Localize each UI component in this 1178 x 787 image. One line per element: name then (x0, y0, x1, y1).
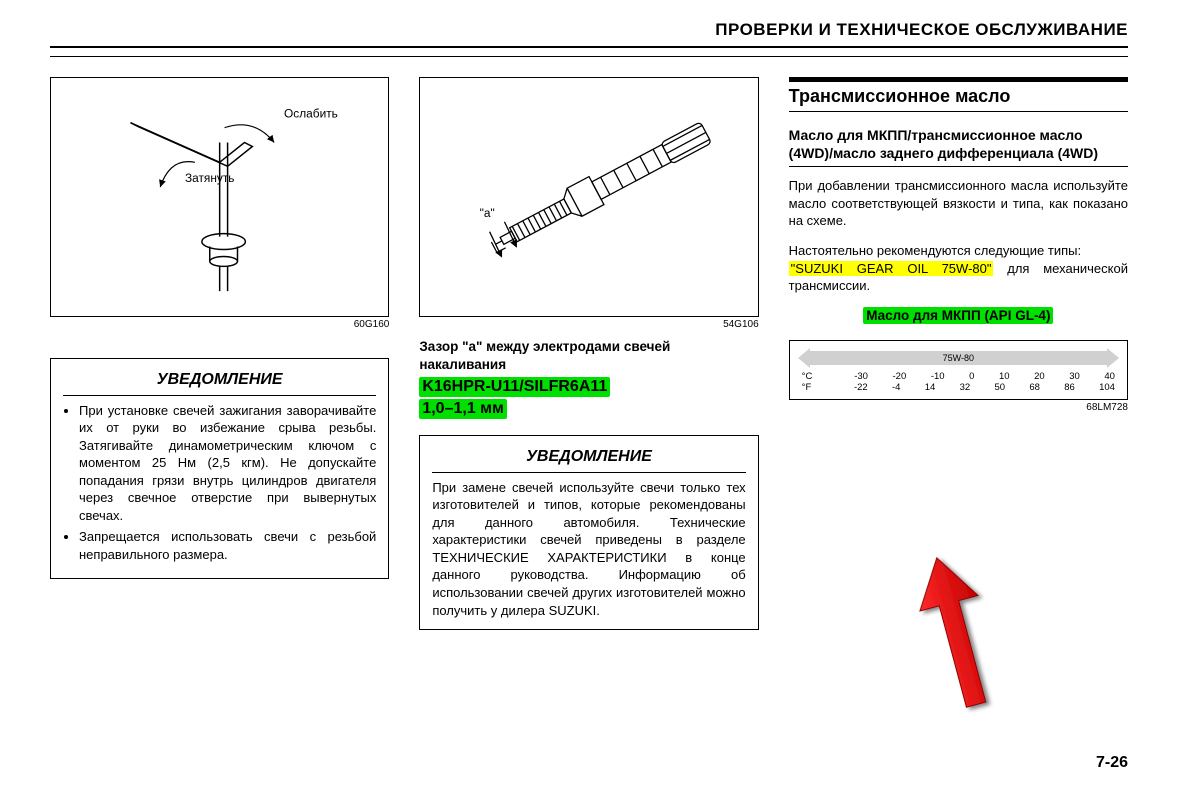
gap-description: Зазор "a" между электродами свечей накал… (419, 338, 758, 373)
temp-c: 20 (1034, 371, 1045, 382)
notice-body-2: При замене свечей используйте свечи толь… (432, 479, 745, 619)
temp-c: -30 (854, 371, 868, 382)
subheading-oil: Масло для МКПП/трансмиссионное масло (4W… (789, 126, 1128, 167)
temp-row-f: °F -22 -4 14 32 50 68 86 104 (800, 382, 1117, 393)
page-number: 7-26 (1096, 754, 1128, 772)
label-tighten: Затянуть (185, 171, 235, 185)
header-rule (50, 56, 1128, 57)
temp-c: 30 (1069, 371, 1080, 382)
oil-recommendation: "SUZUKI GEAR OIL 75W-80" (789, 261, 994, 276)
wrench-diagram-svg: Ослабить Затянуть (61, 88, 378, 306)
temp-f: 32 (960, 382, 971, 393)
temp-row-c: °C -30 -20 -10 0 10 20 30 40 (800, 371, 1117, 382)
figure-code-2: 54G106 (419, 319, 758, 330)
column-1: Ослабить Затянуть 60G160 УВЕДОМЛЕНИЕ При… (50, 77, 389, 630)
column-2: "a" 54G106 Зазор "a" между электродами с… (419, 77, 758, 630)
temp-f: 50 (994, 382, 1005, 393)
oil-viscosity-chart: 75W-80 °C -30 -20 -10 0 10 20 30 40 °F -… (789, 340, 1128, 400)
spark-plug-svg: "a" (430, 88, 747, 306)
figure-spark-plug: "a" (419, 77, 758, 317)
figure-code-1: 60G160 (50, 319, 389, 330)
unit-f: °F (802, 382, 830, 393)
temp-c: 10 (999, 371, 1010, 382)
temp-c: -10 (931, 371, 945, 382)
mkpp-label-wrap: Масло для МКПП (API GL-4) (789, 307, 1128, 326)
temp-f: 68 (1029, 382, 1040, 393)
temp-c: -20 (893, 371, 907, 382)
unit-c: °C (802, 371, 830, 382)
chart-code: 68LM728 (789, 402, 1128, 413)
notice-title-1: УВЕДОМЛЕНИЕ (63, 369, 376, 396)
para-2: Настоятельно рекомендуются следующие тип… (789, 242, 1128, 295)
para-2a: Настоятельно рекомендуются следующие тип… (789, 243, 1081, 258)
section-title: Трансмиссионное масло (789, 77, 1128, 112)
notice-item: Запрещается использовать свечи с резьбой… (79, 528, 376, 563)
para-1: При добавлении трансмиссионного масла ис… (789, 177, 1128, 230)
notice-title-2: УВЕДОМЛЕНИЕ (432, 446, 745, 473)
column-3: Трансмиссионное масло Масло для МКПП/тра… (789, 77, 1128, 630)
notice-box-1: УВЕДОМЛЕНИЕ При установке свечей зажиган… (50, 358, 389, 579)
temp-f: -4 (892, 382, 900, 393)
temp-c: 40 (1104, 371, 1115, 382)
notice-item: При установке свечей зажигания заворачив… (79, 402, 376, 525)
viscosity-range-bar: 75W-80 (810, 351, 1107, 365)
mkpp-label: Масло для МКПП (API GL-4) (863, 307, 1053, 324)
temp-c: 0 (969, 371, 974, 382)
figure-plug-wrench: Ослабить Затянуть (50, 77, 389, 317)
page-header: ПРОВЕРКИ И ТЕХНИЧЕСКОЕ ОБСЛУЖИВАНИЕ (50, 20, 1128, 48)
viscosity-label: 75W-80 (943, 353, 974, 363)
spark-gap-highlight: 1,0–1,1 мм (419, 399, 758, 421)
spark-model-highlight: K16HPR-U11/SILFR6A11 (419, 377, 758, 399)
temp-f: -22 (854, 382, 868, 393)
temp-f: 86 (1064, 382, 1075, 393)
label-gap-a: "a" (480, 206, 495, 220)
notice-box-2: УВЕДОМЛЕНИЕ При замене свечей используйт… (419, 435, 758, 630)
temp-f: 14 (925, 382, 936, 393)
label-loosen: Ослабить (284, 107, 338, 121)
notice-body-1: При установке свечей зажигания заворачив… (63, 402, 376, 564)
temp-f: 104 (1099, 382, 1115, 393)
content-columns: Ослабить Затянуть 60G160 УВЕДОМЛЕНИЕ При… (50, 77, 1128, 630)
